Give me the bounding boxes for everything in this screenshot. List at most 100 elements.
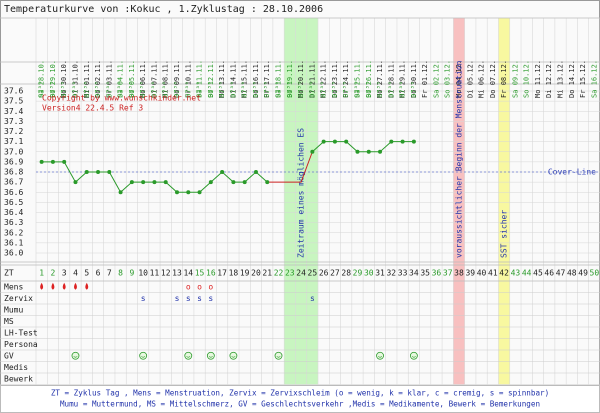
temperature-point [231,180,236,185]
date-label: So 19.11. [286,60,294,98]
temperature-point [411,139,416,144]
temperature-point [355,149,360,154]
temperature-line [312,141,414,153]
date-label: Di 21.11. [308,60,316,98]
gv-smiley [184,351,193,360]
zt-label: 47 [556,269,566,278]
band-label: Zeitraum eines möglichen ES [297,128,306,258]
band [453,18,465,385]
version: Version4 22.4.5 Ref 3 [42,104,143,113]
zt-label: 27 [330,269,340,278]
zt-label: 42 [499,269,509,278]
temperature-point [253,170,258,174]
time-label: 07³⁰ [320,81,328,98]
time-label: 07³⁰ [286,81,294,98]
date-label: Mi 15.11. [241,60,249,98]
zt-label: 41 [488,269,498,278]
zt-label: 50 [590,269,600,278]
temperature-point [400,139,405,144]
zt-label: 26 [319,269,329,278]
date-label: Di 28.11. [387,60,395,98]
footer-text: Mumu = Muttermund, MS = Mittelschmerz, G… [60,400,540,409]
date-label: So 10.12. [523,60,531,98]
time-label: 07³⁰ [196,81,204,98]
date-label: Mi 06.12. [478,60,486,98]
band-label: SST sicher [500,210,509,258]
zt-label: 23 [285,269,295,278]
date-label: Fr 15.12. [579,60,587,98]
y-tick-label: 36.1 [4,238,23,247]
time-label: 07³⁰ [207,81,215,98]
y-tick-label: 36.5 [4,198,23,207]
time-label: 07³⁰ [229,81,237,98]
zt-label: 35 [420,269,430,278]
date-label: Sa 02.12. [432,60,440,98]
zt-label: 21 [262,269,272,278]
date-label: Mi 13.12. [557,60,565,98]
y-tick-label: 37.2 [4,127,23,136]
zt-label: 28 [341,269,351,278]
time-label: 07³⁰ [399,81,407,98]
temperature-point [175,190,179,195]
time-label: 07³⁰ [94,81,102,98]
date-label: Fr 10.11. [184,60,192,98]
time-label: 07³⁰ [162,81,170,98]
zt-label: 33 [398,269,408,278]
time-label: 07³⁰ [331,81,339,98]
time-label: 07³⁰ [252,81,260,98]
date-label: Mo 13.11. [218,60,226,98]
chart-title: Temperaturkurve von :Kokuc , 1.Zyklustag… [4,4,323,15]
smiley-mouth [208,356,213,358]
mens-drop [40,282,44,290]
time-label: 07³⁰ [150,81,158,98]
zt-label: 39 [465,269,475,278]
date-label: Fr 03.11. [105,60,113,98]
temperature-point [39,159,44,164]
zt-label: 11 [150,269,160,278]
smiley-mouth [231,356,236,358]
zt-label: 8 [118,269,123,278]
date-label: So 05.11. [128,60,136,98]
time-label: 07³⁰ [184,81,192,98]
gap-connector [267,151,313,183]
row-label: Mens [4,282,23,291]
zt-label: 3 [62,269,67,278]
time-label: 07³⁰ [60,81,68,98]
zt-label: 38 [454,269,464,278]
date-label: Do 07.12. [489,60,497,98]
date-label: Mo 06.11. [139,60,147,98]
temperature-point [197,190,202,195]
date-label: Di 14.11. [229,60,237,98]
date-label: Mo 04.12. [455,60,463,98]
zt-label: 37 [443,269,453,278]
zt-label: 5 [84,269,89,278]
date-label: Do 14.12. [568,60,576,98]
zt-label: 49 [578,269,588,278]
time-label: 07³⁰ [105,81,113,98]
gv-smiley [206,351,215,360]
zt-label: 22 [274,269,284,278]
mens-drop [73,282,77,290]
zt-label: 17 [217,269,227,278]
temperature-point [84,170,89,174]
date-label: So 03.12. [444,60,452,98]
date-label: Sa 16.12. [590,60,598,98]
cover-line-label: Cover-Line [548,168,596,177]
temperature-point [220,170,225,174]
smiley-mouth [141,356,146,358]
zt-label: 31 [375,269,385,278]
row-label: LH-Test [4,328,38,337]
date-label: Do 30.11. [410,60,418,98]
temperature-point [107,170,112,174]
date-label: Mo 11.12. [534,60,542,98]
temperature-point [163,180,168,185]
row-symbol: o [186,282,191,291]
date-label: Sa 28.10. [38,60,46,98]
date-label: Do 16.11. [252,60,260,98]
y-tick-label: 37.5 [4,97,23,106]
time-label: 07³⁰ [275,81,283,98]
smiley-mouth [276,356,281,358]
time-label: 07³⁰ [173,81,181,98]
zt-label: 32 [386,269,396,278]
row-symbol: s [197,294,202,303]
